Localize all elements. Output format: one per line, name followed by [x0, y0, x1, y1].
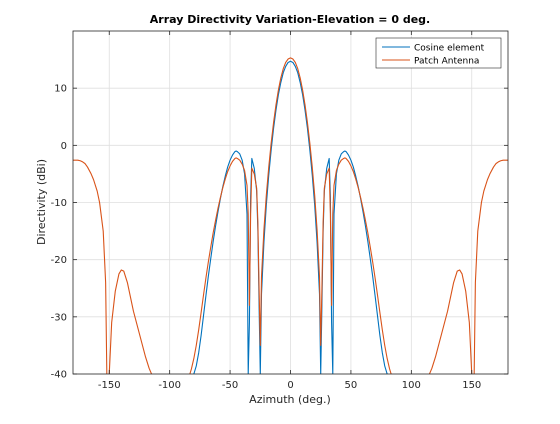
x-tick-label: 50: [345, 380, 358, 391]
y-tick-label: 10: [54, 84, 67, 95]
legend-label-patch: Patch Antenna: [414, 57, 479, 67]
x-tick-label: 100: [402, 380, 421, 391]
chart-title: Array Directivity Variation-Elevation = …: [150, 13, 430, 26]
y-tick-label: -10: [51, 198, 67, 209]
series-layer: [73, 57, 508, 374]
series-line-patch-antenna: [73, 57, 508, 374]
legend-box: [375, 37, 502, 69]
x-tick-label: -100: [158, 380, 181, 391]
x-tick-label: 150: [462, 380, 481, 391]
legend: Cosine element Patch Antenna: [375, 37, 502, 69]
y-tick-label: -30: [51, 312, 67, 323]
legend-label-cosine: Cosine element: [414, 44, 485, 54]
y-tick-label: -40: [51, 370, 67, 381]
y-axis-label: Directivity (dBi): [35, 159, 48, 245]
x-tick-label: -150: [98, 380, 121, 391]
x-axis-label: Azimuth (deg.): [249, 393, 331, 406]
series-line-cosine-element: [193, 60, 388, 374]
y-tick-label: -20: [51, 255, 67, 266]
ticks: [73, 31, 508, 375]
x-tick-label: -50: [222, 380, 238, 391]
x-tick-label: 0: [287, 380, 293, 391]
y-tick-label: 0: [61, 141, 67, 152]
